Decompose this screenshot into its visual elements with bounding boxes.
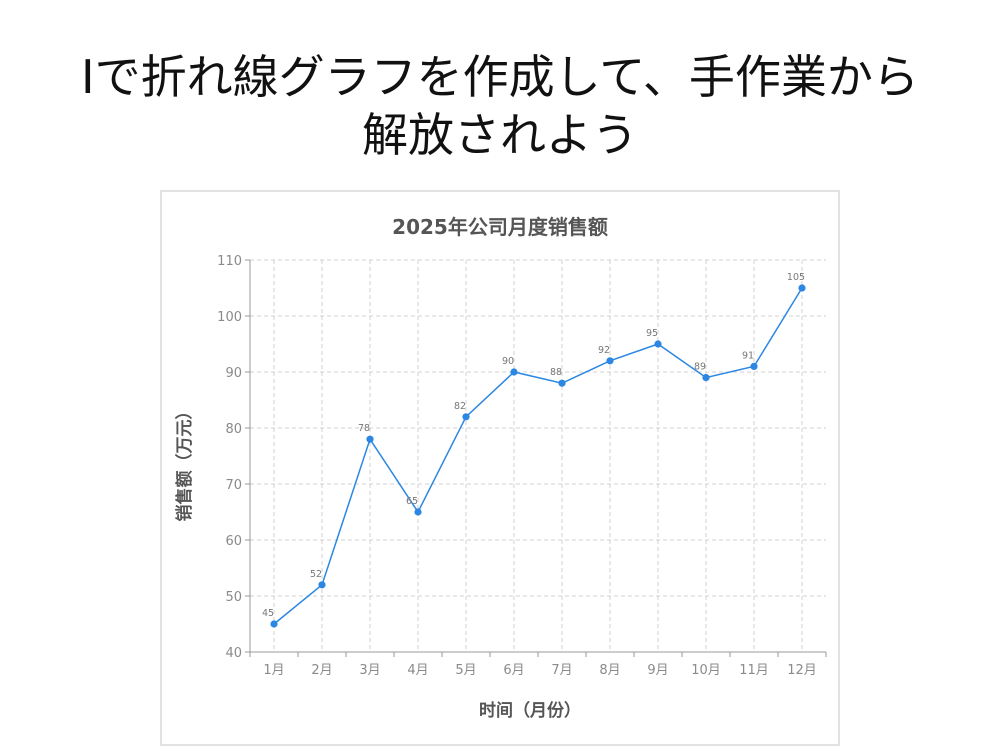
x-tick-label: 11月 bbox=[739, 663, 769, 678]
x-axis-title: 时间（月份） bbox=[479, 700, 581, 721]
data-labels: 45 52 78 65 82 90 88 92 95 89 91 105 bbox=[262, 272, 805, 619]
grid bbox=[250, 259, 826, 652]
line-chart: 2025年公司月度销售额 40 50 60 70 80 90 100 110 1月 2月 3月 4月… bbox=[174, 215, 827, 721]
x-tick-label: 8月 bbox=[599, 663, 620, 678]
slide-title-line-2: 解放されよう bbox=[362, 108, 638, 162]
data-point[interactable] bbox=[558, 379, 566, 387]
y-tick-label: 40 bbox=[225, 646, 242, 661]
y-axis-title: 销售额（万元） bbox=[174, 403, 195, 522]
data-label: 78 bbox=[358, 423, 370, 434]
slide-title-line-1: Iで折れ線グラフを作成して、手作業から bbox=[81, 50, 919, 104]
y-tick-label: 70 bbox=[225, 478, 242, 493]
y-tick-label: 110 bbox=[217, 254, 242, 269]
x-tick-label: 1月 bbox=[263, 663, 284, 678]
x-tick-label: 4月 bbox=[407, 663, 428, 678]
x-tick-label: 10月 bbox=[691, 663, 721, 678]
data-label: 105 bbox=[787, 272, 805, 283]
data-point[interactable] bbox=[366, 435, 374, 443]
y-tick-label: 90 bbox=[225, 366, 242, 381]
data-point[interactable] bbox=[654, 340, 662, 348]
data-point[interactable] bbox=[702, 374, 710, 382]
data-point[interactable] bbox=[606, 357, 614, 365]
x-axis-ticks: 1月 2月 3月 4月 5月 6月 7月 8月 9月 10月 11月 12月 bbox=[249, 652, 827, 678]
data-point[interactable] bbox=[414, 508, 422, 516]
x-tick-label: 2月 bbox=[311, 663, 332, 678]
y-tick-label: 60 bbox=[225, 534, 242, 549]
data-point[interactable] bbox=[462, 413, 470, 421]
x-tick-label: 9月 bbox=[647, 663, 668, 678]
data-label: 65 bbox=[406, 496, 418, 507]
series-line bbox=[273, 287, 803, 625]
axes bbox=[249, 260, 826, 653]
series bbox=[270, 284, 806, 628]
x-tick-label: 3月 bbox=[359, 663, 380, 678]
x-tick-label: 6月 bbox=[503, 663, 524, 678]
x-tick-label: 7月 bbox=[551, 663, 572, 678]
data-point[interactable] bbox=[270, 620, 278, 628]
y-tick-label: 80 bbox=[225, 422, 242, 437]
data-label: 45 bbox=[262, 608, 274, 619]
data-label: 95 bbox=[646, 328, 658, 339]
data-label: 88 bbox=[550, 367, 562, 378]
x-tick-label: 5月 bbox=[455, 663, 476, 678]
data-label: 90 bbox=[502, 356, 514, 367]
chart-title: 2025年公司月度销售额 bbox=[392, 215, 608, 239]
data-label: 91 bbox=[742, 350, 754, 361]
data-label: 52 bbox=[310, 569, 322, 580]
data-label: 82 bbox=[454, 401, 466, 412]
data-point[interactable] bbox=[318, 581, 326, 589]
y-axis-ticks: 40 50 60 70 80 90 100 110 bbox=[217, 254, 250, 661]
y-tick-label: 100 bbox=[217, 310, 242, 325]
data-label: 89 bbox=[694, 362, 706, 373]
data-point[interactable] bbox=[798, 284, 806, 292]
data-point[interactable] bbox=[510, 368, 518, 376]
slide-title: Iで折れ線グラフを作成して、手作業から 解放されよう bbox=[0, 48, 1000, 164]
y-tick-label: 50 bbox=[225, 590, 242, 605]
chart-frame: 2025年公司月度销售额 40 50 60 70 80 90 100 110 1月 2月 3月 4月… bbox=[160, 190, 840, 746]
data-label: 92 bbox=[598, 345, 610, 356]
data-point[interactable] bbox=[750, 362, 758, 370]
x-tick-label: 12月 bbox=[787, 663, 817, 678]
